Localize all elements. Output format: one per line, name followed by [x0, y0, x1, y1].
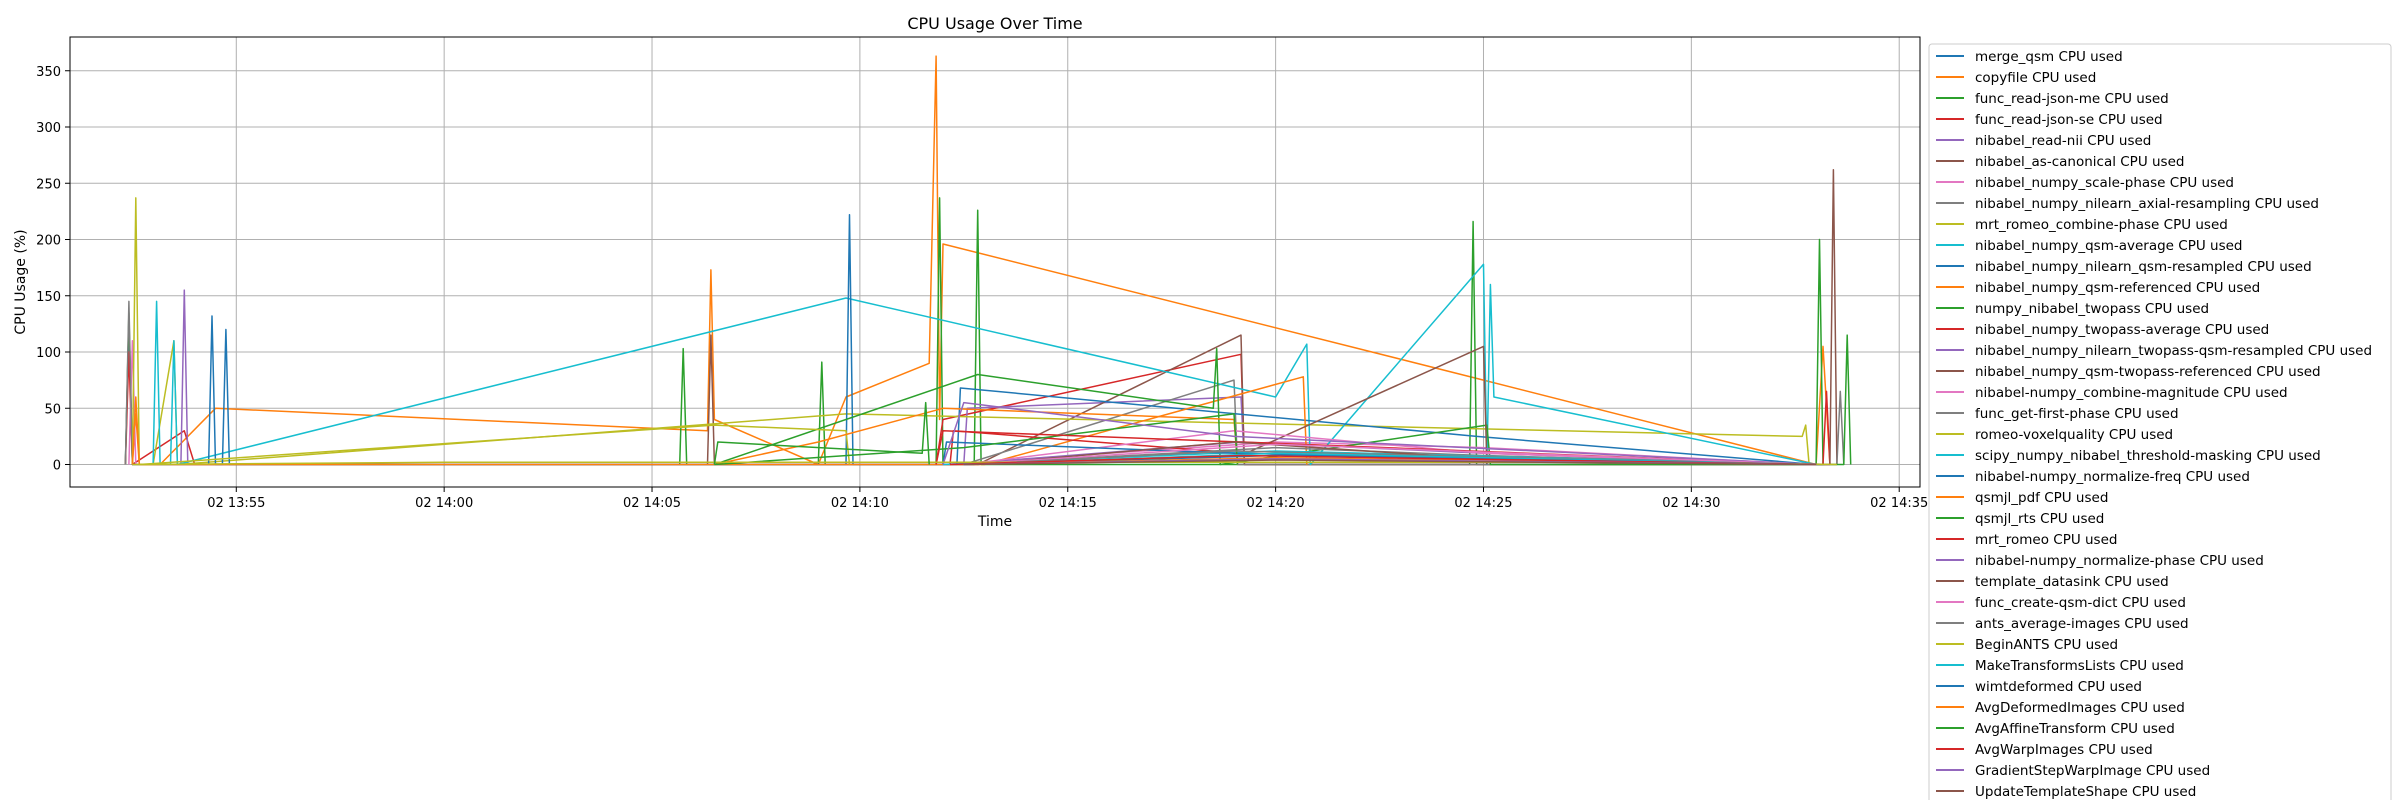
- y-tick-label: 100: [36, 346, 61, 361]
- legend-label: BeginANTS CPU used: [1975, 637, 2118, 653]
- legend-label: numpy_nibabel_twopass CPU used: [1975, 301, 2209, 317]
- legend-label: nibabel_numpy_scale-phase CPU used: [1975, 175, 2234, 191]
- legend-label: func_read-json-me CPU used: [1975, 91, 2169, 107]
- legend-label: AvgDeformedImages CPU used: [1975, 700, 2185, 716]
- legend-label: copyfile CPU used: [1975, 70, 2096, 86]
- series-line: [706, 169, 1838, 466]
- series-line: [963, 443, 1817, 466]
- x-tick-label: 02 14:35: [1870, 496, 1928, 511]
- y-tick-label: 150: [36, 290, 61, 305]
- legend-label: template_datasink CPU used: [1975, 574, 2169, 590]
- series-line: [963, 459, 1817, 466]
- legend-label: nibabel-numpy_combine-magnitude CPU used: [1975, 385, 2288, 401]
- x-axis-ticks: 02 13:55 02 14:00 02 14:05 02 14:10 02 14:15…: [207, 487, 1928, 511]
- series-line: [131, 376, 1308, 466]
- legend-label: scipy_numpy_nibabel_threshold-masking CP…: [1975, 448, 2321, 464]
- series-line: [714, 334, 1852, 466]
- legend-label: MakeTransformsLists CPU used: [1975, 658, 2184, 674]
- legend-label: nibabel_as-canonical CPU used: [1975, 154, 2184, 170]
- legend: merge_qsm CPU used copyfile CPU used func_…: [1928, 43, 2392, 800]
- y-tick-label: 250: [36, 177, 61, 192]
- series-line: [942, 401, 1817, 466]
- y-tick-label: 200: [36, 234, 61, 249]
- x-axis-label: Time: [977, 514, 1012, 530]
- legend-label: nibabel_numpy_qsm-average CPU used: [1975, 238, 2242, 254]
- legend-label: nibabel_numpy_qsm-twopass-referenced CPU…: [1975, 364, 2321, 380]
- x-tick-label: 02 13:55: [207, 496, 265, 511]
- plot-frame: [69, 36, 1921, 488]
- x-tick-label: 02 14:15: [1039, 496, 1097, 511]
- x-tick-label: 02 14:25: [1454, 496, 1512, 511]
- legend-label: GradientStepWarpImage CPU used: [1975, 763, 2210, 779]
- x-tick-label: 02 14:10: [831, 496, 889, 511]
- legend-label: wimtdeformed CPU used: [1975, 679, 2142, 695]
- y-tick-label: 0: [53, 459, 61, 474]
- legend-label: func_create-qsm-dict CPU used: [1975, 595, 2186, 611]
- legend-label: nibabel_read-nii CPU used: [1975, 133, 2151, 149]
- legend-label: mrt_romeo_combine-phase CPU used: [1975, 217, 2228, 233]
- series-line: [713, 401, 930, 465]
- legend-label: ants_average-images CPU used: [1975, 616, 2189, 632]
- y-axis-ticks: 0 50 100 150 200 250 300 350: [36, 65, 70, 474]
- x-tick-label: 02 14:20: [1247, 496, 1305, 511]
- legend-label: nibabel_numpy_nilearn_qsm-resampled CPU …: [1975, 259, 2312, 275]
- legend-label: romeo-voxelquality CPU used: [1975, 427, 2173, 443]
- legend-label: func_get-first-phase CPU used: [1975, 406, 2179, 422]
- series-line: [139, 424, 851, 466]
- legend-label: nibabel_numpy_nilearn_twopass-qsm-resamp…: [1975, 343, 2372, 359]
- legend-label: mrt_romeo CPU used: [1975, 532, 2117, 548]
- series-lines: [124, 55, 1852, 466]
- legend-box: [1928, 43, 2392, 800]
- x-tick-label: 02 14:00: [415, 496, 473, 511]
- x-tick-label: 02 14:05: [623, 496, 681, 511]
- y-axis-label: CPU Usage (%): [13, 229, 29, 334]
- legend-label: nibabel_numpy_qsm-referenced CPU used: [1975, 280, 2260, 296]
- legend-label: nibabel-numpy_normalize-phase CPU used: [1975, 553, 2264, 569]
- legend-label: nibabel_numpy_nilearn_axial-resampling C…: [1975, 196, 2319, 212]
- legend-label: func_read-json-se CPU used: [1975, 112, 2163, 128]
- legend-label: AvgWarpImages CPU used: [1975, 742, 2153, 758]
- legend-label: UpdateTemplateShape CPU used: [1975, 784, 2196, 800]
- chart-title: CPU Usage Over Time: [907, 14, 1082, 33]
- legend-label: nibabel-numpy_normalize-freq CPU used: [1975, 469, 2250, 485]
- series-line: [714, 413, 1239, 466]
- legend-label: qsmjl_pdf CPU used: [1975, 490, 2108, 506]
- series-line: [124, 300, 1845, 466]
- y-tick-label: 350: [36, 65, 61, 80]
- legend-label: merge_qsm CPU used: [1975, 49, 2123, 65]
- y-tick-label: 50: [44, 402, 61, 417]
- legend-label: qsmjl_rts CPU used: [1975, 511, 2104, 527]
- x-tick-label: 02 14:30: [1662, 496, 1720, 511]
- series-line: [949, 454, 1817, 466]
- y-tick-label: 300: [36, 121, 61, 136]
- legend-label: nibabel_numpy_twopass-average CPU used: [1975, 322, 2269, 338]
- legend-label: AvgAffineTransform CPU used: [1975, 721, 2175, 737]
